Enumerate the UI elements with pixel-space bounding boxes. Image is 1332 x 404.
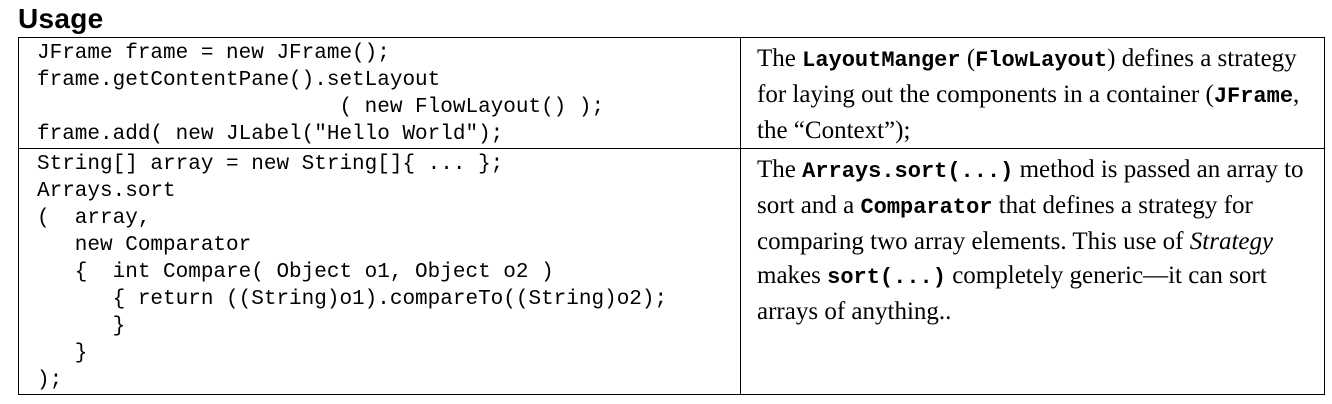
desc-text: , the “Context”); (757, 81, 1300, 144)
desc-text: The (757, 45, 803, 72)
desc-code: Arrays.sort(...) (802, 159, 1014, 184)
desc-text: method is passed an array to sort and a (757, 156, 1304, 219)
description-cell: The LayoutManger (FlowLayout) defines a … (740, 37, 1325, 149)
table-row: JFrame frame = new JFrame(); frame.getCo… (18, 37, 1325, 149)
code-cell: JFrame frame = new JFrame(); frame.getCo… (18, 37, 741, 149)
desc-text: The (757, 156, 803, 183)
desc-text: completely generic—it can sort arrays of… (757, 262, 1267, 325)
desc-text: that defines a strategy for comparing tw… (757, 192, 1253, 255)
desc-text: ) defines a strategy for laying out the … (757, 45, 1297, 108)
code-snippet: String[] array = new String[]{ ... }; Ar… (37, 153, 668, 392)
code-snippet: JFrame frame = new JFrame(); frame.getCo… (37, 42, 605, 146)
desc-code: FlowLayout (975, 48, 1108, 73)
desc-code: LayoutManger (802, 48, 961, 73)
desc-emphasis: Strategy (1189, 228, 1274, 255)
description-text: The LayoutManger (FlowLayout) defines a … (741, 38, 1324, 148)
desc-code: Comparator (860, 195, 993, 220)
desc-code: JFrame (1213, 84, 1294, 109)
section-heading: Usage (18, 3, 104, 34)
table-row: String[] array = new String[]{ ... }; Ar… (18, 148, 1325, 395)
usage-table: JFrame frame = new JFrame(); frame.getCo… (18, 37, 1325, 395)
description-cell: The Arrays.sort(...) method is passed an… (740, 148, 1325, 395)
desc-text: ( (960, 45, 976, 72)
description-text: The Arrays.sort(...) method is passed an… (741, 149, 1324, 329)
code-cell: String[] array = new String[]{ ... }; Ar… (18, 148, 741, 395)
desc-code: sort(...) (827, 265, 946, 290)
desc-text: makes (757, 262, 828, 289)
